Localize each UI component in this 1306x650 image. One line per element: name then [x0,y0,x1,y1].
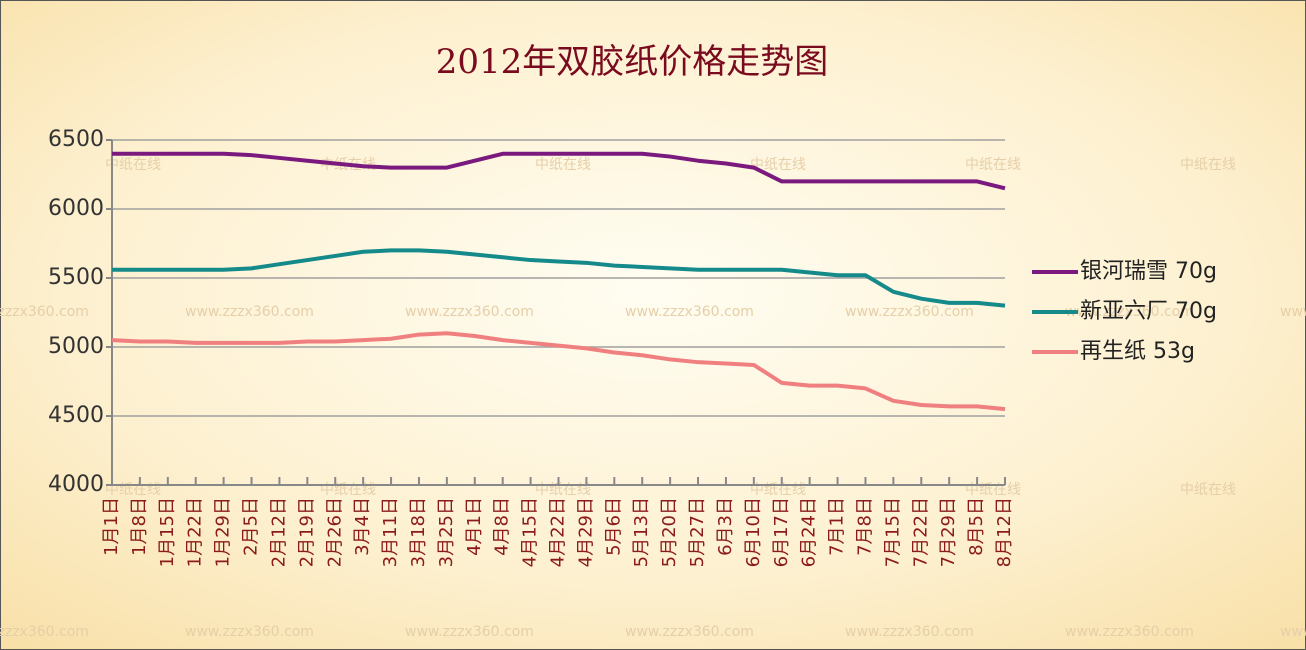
legend-label: 银河瑞雪 70g [1080,259,1217,284]
x-tick-label: 7月29日 [938,497,959,567]
x-tick-label: 5月6日 [603,497,624,556]
x-tick-label: 4月8日 [492,497,513,556]
watermark: 中纸在线 [105,157,161,173]
x-tick-label: 2月5日 [241,497,262,556]
x-tick-label: 4月15日 [520,497,541,567]
watermark: 中纸在线 [1180,157,1236,173]
watermark: www.zzzx360.com [1280,624,1306,640]
watermark: www.zzzx360.com [405,304,534,320]
x-tick-label: 3月4日 [352,497,373,556]
legend-label: 再生纸 53g [1080,339,1195,364]
y-tick-label: 4000 [48,472,104,497]
x-tick-label: 6月10日 [743,497,764,567]
x-tick-label: 8月12日 [994,497,1015,567]
watermark: www.zzzx360.com [845,624,974,640]
y-tick-label: 6000 [48,196,104,221]
watermark: www.zzzx360.com [845,304,974,320]
watermark: www.zzzx360.com [1280,304,1306,320]
x-tick-label: 6月17日 [771,497,792,567]
y-tick-label: 6500 [48,127,104,152]
watermark: 中纸在线 [1180,482,1236,498]
watermark: www.zzzx360.com [185,624,314,640]
y-tick-label: 4500 [48,403,104,428]
x-tick-label: 5月27日 [687,497,708,567]
watermark: www.zzzx360.com [1065,624,1194,640]
watermark: www.zzzx360.com [185,304,314,320]
x-tick-label: 1月29日 [213,497,234,567]
x-tick-label: 1月1日 [101,497,122,556]
x-tick-label: 4月22日 [548,497,569,567]
x-tick-label: 4月1日 [464,497,485,556]
x-tick-label: 2月19日 [296,497,317,567]
x-tick-label: 3月18日 [408,497,429,567]
x-tick-label: 8月5日 [966,497,987,556]
watermark: www.zzzx360.com [0,624,89,640]
chart: 中纸在线中纸在线中纸在线中纸在线中纸在线中纸在线中纸在线中纸在线中纸在线中纸在线… [0,0,1306,650]
x-tick-label: 2月26日 [324,497,345,567]
watermark: 中纸在线 [965,157,1021,173]
chart-title: 2012年双胶纸价格走势图 [436,42,829,82]
y-tick-label: 5000 [48,334,104,359]
x-tick-label: 6月24日 [799,497,820,567]
watermark: www.zzzx360.com [405,624,534,640]
legend-label: 新亚六厂 70g [1080,299,1217,324]
x-tick-label: 1月15日 [157,497,178,567]
x-tick-label: 2月12日 [268,497,289,567]
x-tick-label: 7月22日 [910,497,931,567]
watermark: www.zzzx360.com [625,624,754,640]
x-tick-label: 7月1日 [827,497,848,556]
x-tick-label: 7月15日 [882,497,903,567]
y-tick-label: 5500 [48,265,104,290]
watermark: 中纸在线 [535,157,591,173]
x-tick-label: 6月3日 [715,497,736,556]
x-tick-label: 1月8日 [129,497,150,556]
watermark: www.zzzx360.com [0,304,89,320]
watermark: www.zzzx360.com [625,304,754,320]
x-tick-label: 7月8日 [854,497,875,556]
x-tick-label: 3月11日 [380,497,401,567]
x-tick-label: 4月29日 [575,497,596,567]
x-tick-label: 5月13日 [631,497,652,567]
x-tick-label: 3月25日 [436,497,457,567]
x-tick-label: 1月22日 [185,497,206,567]
x-tick-label: 5月20日 [659,497,680,567]
